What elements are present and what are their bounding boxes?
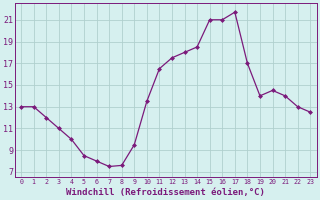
- X-axis label: Windchill (Refroidissement éolien,°C): Windchill (Refroidissement éolien,°C): [66, 188, 265, 197]
